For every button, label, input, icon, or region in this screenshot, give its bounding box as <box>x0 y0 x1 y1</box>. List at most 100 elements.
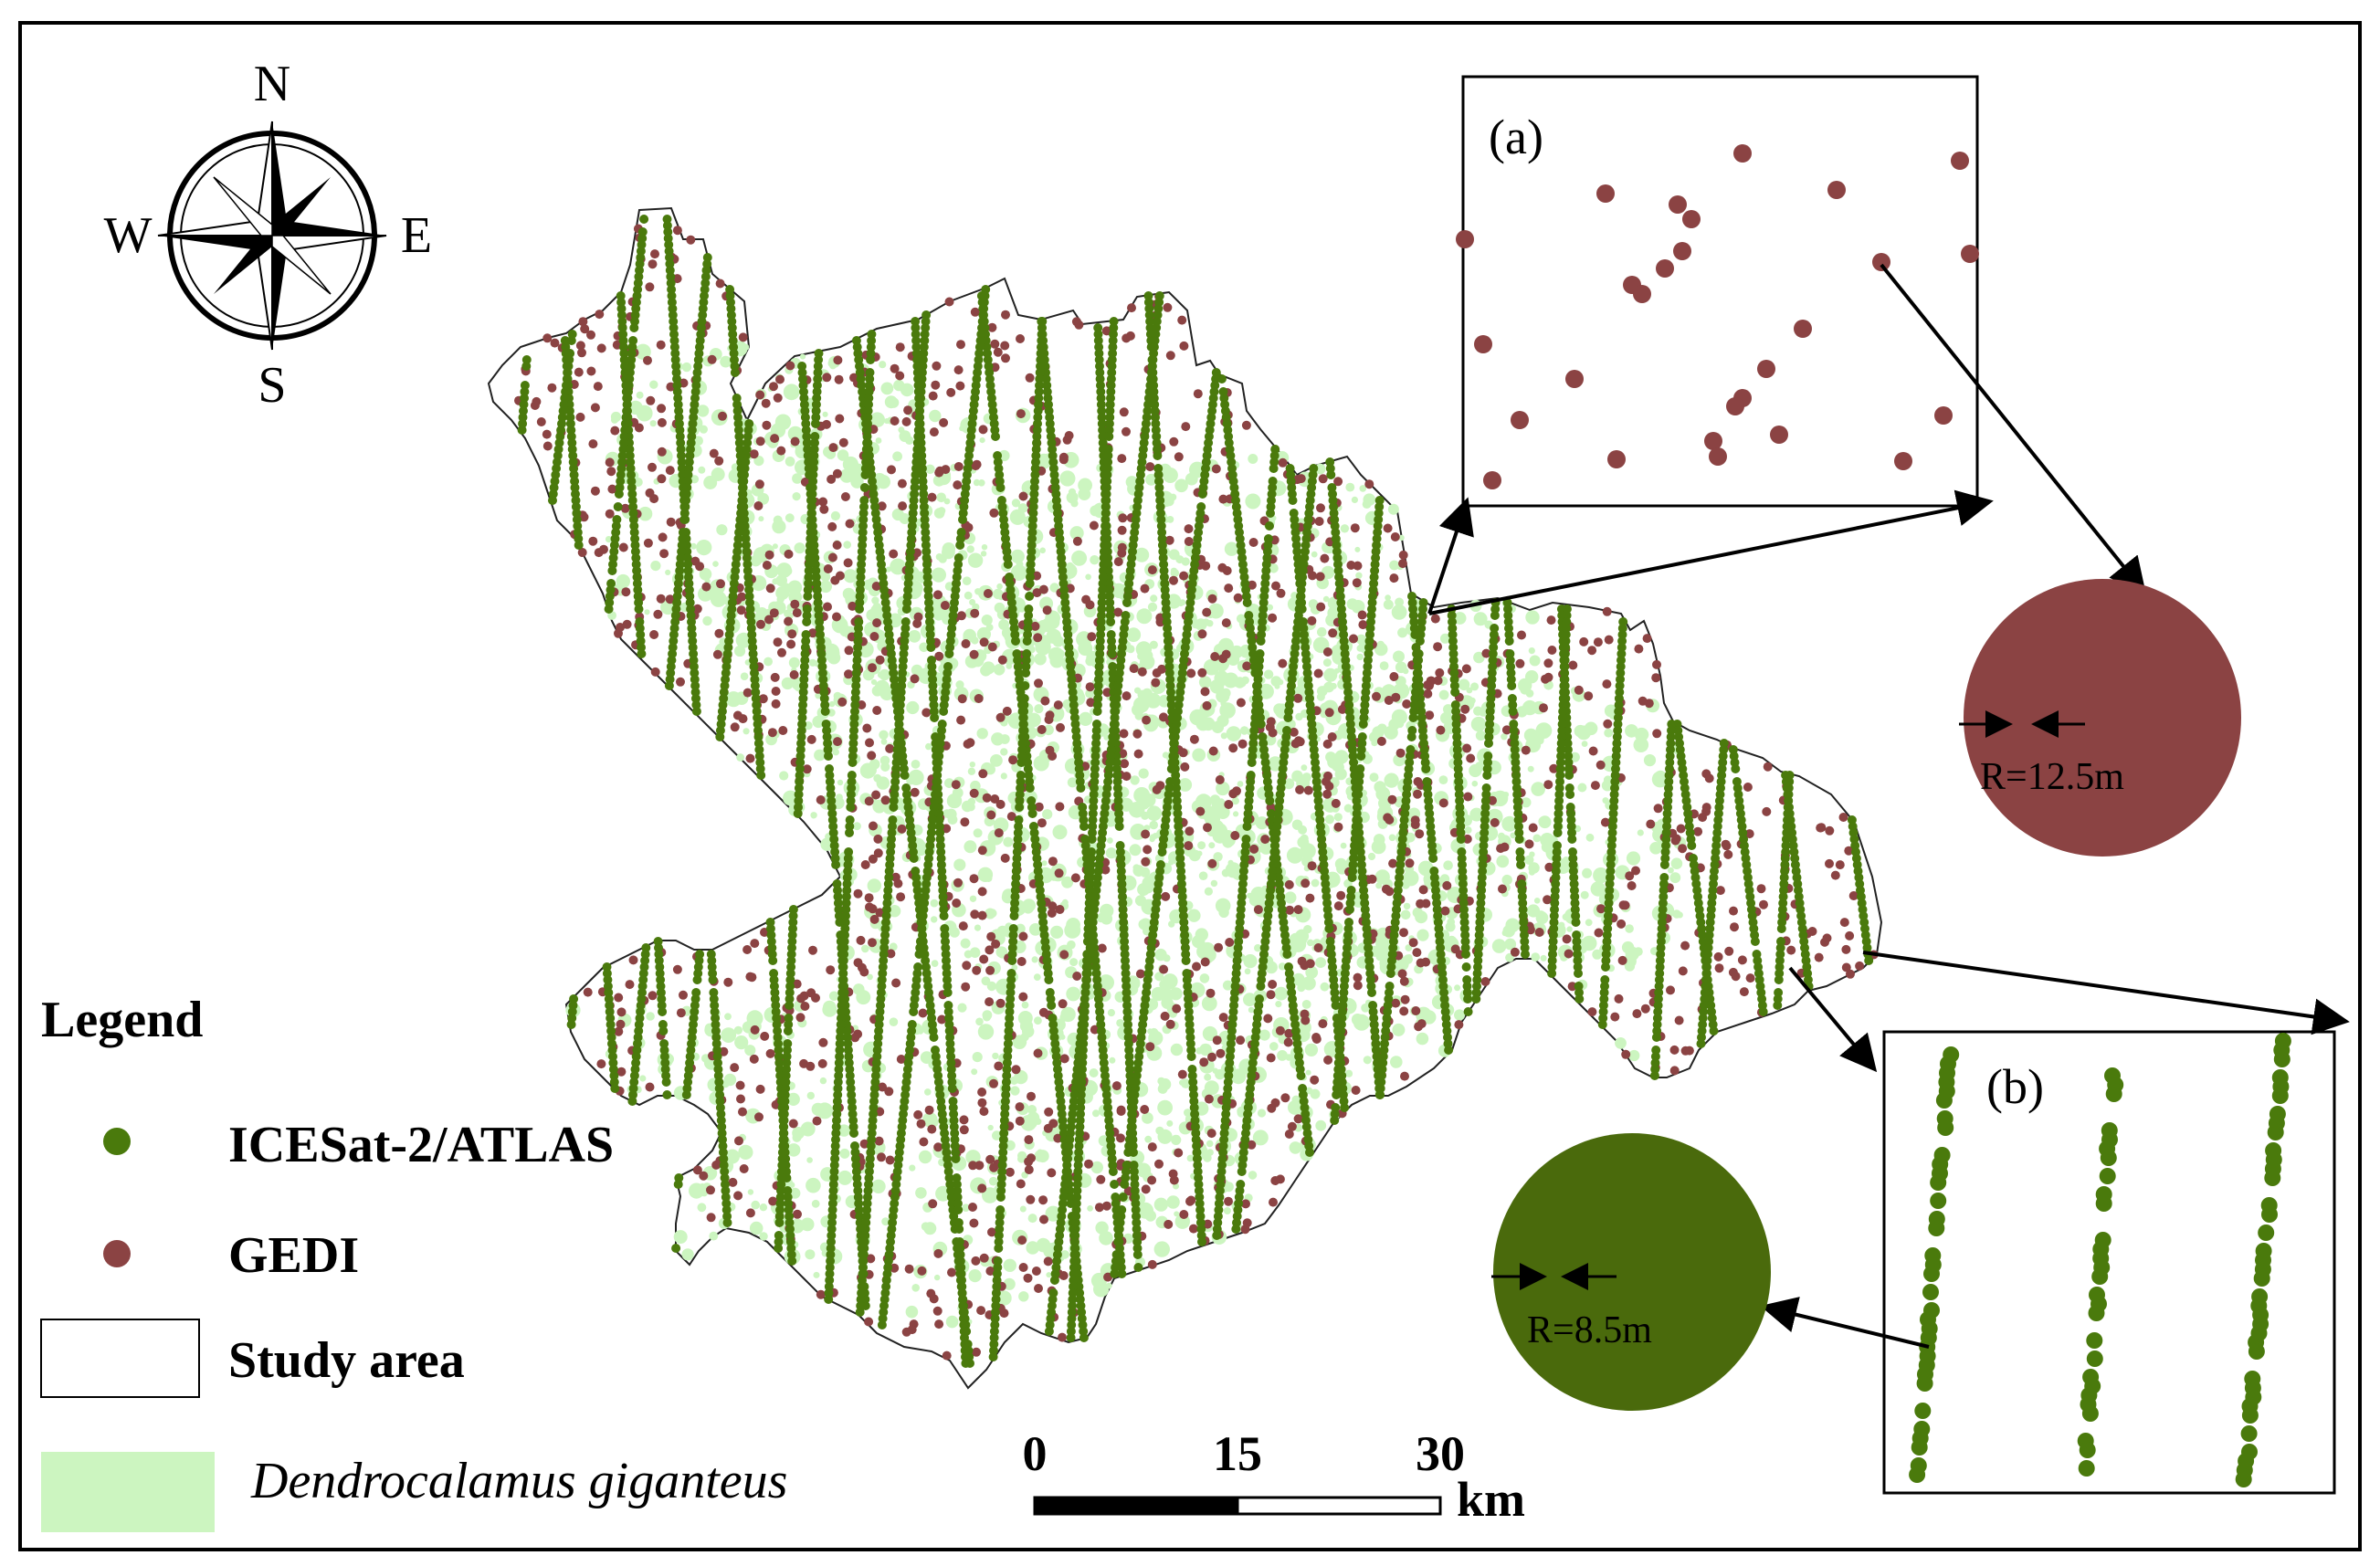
bamboo-patch <box>828 991 839 1002</box>
bamboo-patch <box>877 671 885 678</box>
gedi-point <box>1241 420 1251 430</box>
bamboo-patch <box>1243 993 1257 1007</box>
bamboo-patch <box>970 780 981 792</box>
bamboo-patch <box>999 734 1010 744</box>
gedi-point <box>811 993 820 1003</box>
gedi-point <box>1745 973 1755 983</box>
atlas-point <box>824 1295 834 1304</box>
bamboo-patch <box>1354 546 1361 552</box>
bamboo-patch <box>1453 612 1467 625</box>
gedi-point <box>657 417 667 427</box>
gedi-point <box>754 1112 763 1122</box>
gedi-point <box>897 824 907 834</box>
bamboo-patch <box>1170 1043 1184 1056</box>
bamboo-patch <box>699 568 712 581</box>
bamboo-patch <box>1389 560 1399 571</box>
gedi-point <box>1101 1201 1111 1211</box>
bamboo-patch <box>933 1274 941 1281</box>
bamboo-patch <box>986 981 997 992</box>
bamboo-patch <box>1278 962 1287 971</box>
bamboo-patch <box>1284 891 1297 904</box>
bamboo-patch <box>968 1269 982 1283</box>
gedi-point <box>650 667 660 677</box>
bamboo-patch <box>1315 957 1326 968</box>
gedi-point <box>856 935 866 945</box>
gedi-point <box>770 672 780 682</box>
gedi-point <box>1584 691 1594 701</box>
gedi-point <box>1693 826 1703 836</box>
gedi-point <box>1116 1107 1126 1116</box>
gedi-point <box>1017 1235 1027 1245</box>
atlas-point <box>604 604 614 614</box>
bamboo-patch <box>610 411 622 423</box>
gedi-point <box>1353 972 1363 983</box>
bamboo-patch <box>1383 599 1394 610</box>
gedi-point <box>872 706 882 715</box>
bamboo-patch <box>955 680 964 689</box>
bamboo-patch <box>1247 892 1253 899</box>
gedi-point <box>1413 777 1423 786</box>
atlas-point <box>521 362 532 371</box>
gedi-point <box>977 1088 987 1097</box>
bamboo-patch <box>1078 636 1085 644</box>
gedi-point <box>1398 550 1408 560</box>
bamboo-patch <box>1220 700 1227 707</box>
atlas-point <box>517 426 527 435</box>
gedi-point <box>1266 990 1276 1000</box>
gedi-point <box>1543 780 1553 790</box>
bamboo-patch <box>871 596 879 604</box>
gedi-point <box>1160 1011 1170 1021</box>
gedi-point <box>1307 861 1317 871</box>
bamboo-patch <box>1438 689 1449 700</box>
gedi-point <box>875 655 885 665</box>
bamboo-patch <box>1171 1134 1182 1145</box>
gedi-point <box>1018 491 1028 501</box>
gedi-point <box>956 611 966 621</box>
bamboo-patch <box>1391 709 1407 725</box>
gedi-point <box>745 972 755 982</box>
bamboo-patch <box>1585 919 1593 927</box>
gedi-point <box>1122 691 1132 701</box>
gedi-point <box>865 738 874 748</box>
gedi-point <box>1224 1196 1233 1206</box>
gedi-point <box>733 1191 743 1201</box>
gedi-point <box>1141 857 1151 867</box>
gedi-point <box>1045 710 1055 720</box>
gedi-point <box>1316 503 1325 513</box>
gedi-point <box>979 1253 989 1263</box>
gedi-point <box>789 670 799 679</box>
gedi-point <box>1543 658 1553 668</box>
bamboo-patch <box>681 1248 694 1261</box>
gedi-point <box>1327 732 1337 741</box>
bamboo-patch <box>947 815 958 825</box>
atlas-point <box>939 911 949 920</box>
bamboo-patch <box>805 1249 816 1260</box>
gedi-point <box>891 978 901 988</box>
gedi-point <box>1180 762 1190 772</box>
bamboo-patch <box>697 1203 707 1213</box>
atlas-point <box>785 1001 795 1010</box>
gedi-point <box>1058 999 1068 1009</box>
gedi-point <box>1412 948 1422 958</box>
bamboo-patch <box>853 983 865 995</box>
gedi-point <box>715 279 725 289</box>
gedi-point <box>574 367 584 377</box>
bamboo-patch <box>1403 902 1411 910</box>
bamboo-patch <box>1580 890 1589 899</box>
gedi-point <box>1461 664 1471 674</box>
bamboo-patch <box>1153 1241 1171 1257</box>
gedi-point <box>1186 668 1196 678</box>
gedi-point <box>1071 317 1081 327</box>
gedi-point <box>1001 310 1010 320</box>
bamboo-patch <box>953 858 966 871</box>
bamboo-patch <box>961 800 974 813</box>
bamboo-patch <box>1255 816 1269 830</box>
bamboo-patch <box>972 1052 983 1063</box>
bamboo-patch <box>861 944 869 953</box>
gedi-point <box>1490 817 1500 827</box>
bamboo-patch <box>892 451 902 462</box>
bamboo-patch <box>1343 804 1353 813</box>
bamboo-patch <box>1520 684 1531 695</box>
gedi-point <box>1680 941 1690 951</box>
gedi-point <box>837 697 848 707</box>
